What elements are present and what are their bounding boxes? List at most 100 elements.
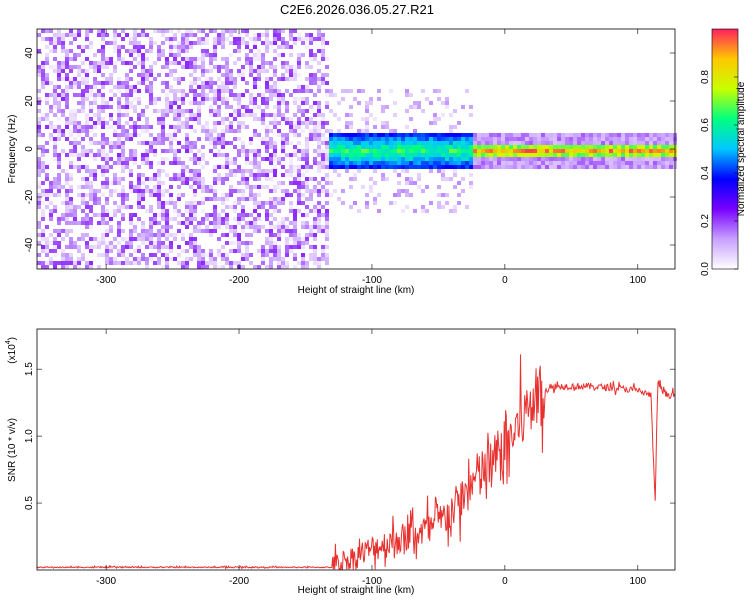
spectrogram-cell bbox=[261, 97, 265, 101]
spectrogram-cell bbox=[105, 137, 109, 141]
spectrogram-cell bbox=[73, 145, 77, 149]
spectrogram-cell bbox=[197, 245, 201, 249]
spectrogram-cell bbox=[173, 233, 177, 237]
spectrogram-cell bbox=[113, 177, 117, 181]
spectrogram-cell bbox=[445, 141, 449, 145]
spectrogram-cell bbox=[53, 141, 57, 145]
spectrogram-cell bbox=[321, 141, 325, 145]
spectrogram-cell bbox=[457, 121, 461, 125]
spectrogram-cell bbox=[197, 41, 201, 45]
spectrogram-cell bbox=[41, 213, 45, 217]
spectrogram-cell bbox=[441, 177, 445, 181]
spectrogram-cell bbox=[545, 161, 549, 165]
spectrogram-cell bbox=[277, 133, 281, 137]
spectrogram-cell bbox=[165, 149, 169, 153]
spectrogram-cell bbox=[217, 237, 221, 241]
spectrogram-cell bbox=[69, 165, 73, 169]
spectrogram-cell bbox=[241, 65, 245, 69]
spectrogram-y-tick-label: -40 bbox=[24, 237, 35, 252]
spectrogram-cell bbox=[589, 141, 593, 145]
spectrogram-cell bbox=[285, 237, 289, 241]
spectrogram-cell bbox=[493, 157, 497, 161]
spectrogram-cell bbox=[157, 181, 161, 185]
spectrogram-cell bbox=[205, 265, 209, 269]
spectrogram-cell bbox=[45, 81, 49, 85]
spectrogram-cell bbox=[81, 101, 85, 105]
spectrogram-cell bbox=[41, 245, 45, 249]
spectrogram-cell bbox=[41, 209, 45, 213]
spectrogram-cell bbox=[269, 129, 273, 133]
spectrogram-cell bbox=[85, 77, 89, 81]
spectrogram-cell bbox=[93, 193, 97, 197]
spectrogram-cell bbox=[193, 153, 197, 157]
spectrogram-cell bbox=[293, 189, 297, 193]
spectrogram-cell bbox=[69, 133, 73, 137]
spectrogram-cell bbox=[433, 113, 437, 117]
spectrogram-cell bbox=[41, 249, 45, 253]
spectrogram-cell bbox=[509, 149, 513, 153]
spectrogram-cell bbox=[49, 181, 53, 185]
spectrogram-cell bbox=[301, 109, 305, 113]
spectrogram-cell bbox=[329, 153, 333, 157]
spectrogram-cell bbox=[209, 213, 213, 217]
spectrogram-cell bbox=[337, 197, 341, 201]
spectrogram-cell bbox=[213, 113, 217, 117]
spectrogram-cell bbox=[293, 237, 297, 241]
spectrogram-cell bbox=[77, 185, 81, 189]
spectrogram-cell bbox=[589, 133, 593, 137]
spectrogram-cell bbox=[117, 105, 121, 109]
spectrogram-cell bbox=[301, 185, 305, 189]
spectrogram-cell bbox=[557, 133, 561, 137]
spectrogram-cell bbox=[241, 113, 245, 117]
spectrogram-cell bbox=[305, 221, 309, 225]
spectrogram-cell bbox=[365, 109, 369, 113]
spectrogram-cell bbox=[617, 153, 621, 157]
spectrogram-cell bbox=[105, 41, 109, 45]
spectrogram-cell bbox=[297, 261, 301, 265]
spectrogram-cell bbox=[305, 77, 309, 81]
spectrogram-cell bbox=[237, 237, 241, 241]
spectrogram-cell bbox=[121, 141, 125, 145]
spectrogram-cell bbox=[269, 121, 273, 125]
spectrogram-cell bbox=[53, 261, 57, 265]
spectrogram-cell bbox=[473, 137, 477, 141]
spectrogram-cell bbox=[113, 33, 117, 37]
spectrogram-cell bbox=[41, 65, 45, 69]
spectrogram-cell bbox=[453, 165, 457, 169]
spectrogram-cell bbox=[409, 153, 413, 157]
spectrogram-cell bbox=[149, 209, 153, 213]
spectrogram-cell bbox=[321, 37, 325, 41]
spectrogram-cell bbox=[301, 253, 305, 257]
spectrogram-cell bbox=[257, 53, 261, 57]
spectrogram-cell bbox=[65, 205, 69, 209]
spectrogram-cell bbox=[49, 137, 53, 141]
spectrogram-cell bbox=[189, 81, 193, 85]
spectrogram-cell bbox=[181, 145, 185, 149]
spectrogram-cell bbox=[401, 161, 405, 165]
spectrogram-cell bbox=[209, 197, 213, 201]
spectrogram-cell bbox=[445, 137, 449, 141]
spectrogram-cell bbox=[69, 253, 73, 257]
spectrogram-cell bbox=[269, 245, 273, 249]
spectrogram-cell bbox=[145, 177, 149, 181]
spectrogram-cell bbox=[453, 157, 457, 161]
spectrogram-cell bbox=[73, 53, 77, 57]
spectrogram-cell bbox=[365, 153, 369, 157]
spectrogram-cell bbox=[433, 145, 437, 149]
spectrogram-cell bbox=[161, 193, 165, 197]
spectrogram-cell bbox=[293, 101, 297, 105]
spectrogram-cell bbox=[201, 265, 205, 269]
spectrogram-cell bbox=[205, 77, 209, 81]
spectrogram-cell bbox=[241, 189, 245, 193]
spectrogram-cell bbox=[261, 157, 265, 161]
spectrogram-cell bbox=[201, 157, 205, 161]
spectrogram-cell bbox=[589, 137, 593, 141]
spectrogram-cell bbox=[593, 141, 597, 145]
spectrogram-cell bbox=[269, 45, 273, 49]
spectrogram-cell bbox=[437, 193, 441, 197]
spectrogram-cell bbox=[189, 29, 193, 33]
spectrogram-cell bbox=[105, 181, 109, 185]
spectrogram-cell bbox=[549, 157, 553, 161]
spectrogram-cell bbox=[129, 61, 133, 65]
spectrogram-cell bbox=[177, 97, 181, 101]
